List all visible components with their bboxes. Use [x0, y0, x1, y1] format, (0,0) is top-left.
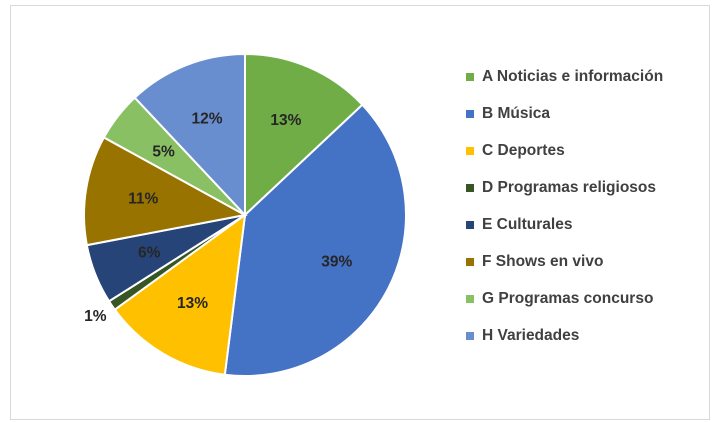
legend-label: D Programas religiosos: [482, 178, 657, 196]
pie-slices: [83, 52, 407, 377]
data-label-g: 5%: [152, 143, 175, 160]
data-label-f: 11%: [128, 190, 158, 207]
data-label-e: 6%: [138, 244, 161, 261]
legend-swatch: [466, 109, 474, 118]
data-label-d: 1%: [84, 308, 107, 325]
legend: A Noticias e información B Música C Deport…: [466, 58, 663, 354]
legend-swatch: [466, 294, 474, 303]
legend-item-a: A Noticias e información: [466, 58, 663, 95]
legend-item-c: C Deportes: [466, 132, 663, 169]
data-label-c: 13%: [177, 295, 208, 312]
legend-label: H Variedades: [482, 326, 580, 344]
pie-slice-labels: 13% 39% 13% 1% 6% 11% 5% 12%: [84, 111, 352, 326]
legend-label: B Música: [482, 104, 551, 122]
legend-swatch: [466, 331, 474, 340]
pie-slice-c: [113, 212, 247, 376]
legend-item-b: B Música: [466, 95, 663, 132]
legend-item-g: G Programas concurso: [466, 280, 663, 317]
pie-slice-a: [244, 52, 364, 218]
legend-item-d: D Programas religiosos: [466, 169, 663, 206]
data-label-b: 39%: [321, 253, 352, 270]
data-label-h: 12%: [192, 111, 223, 128]
chart-frame: [10, 5, 710, 420]
legend-label: E Culturales: [482, 215, 573, 233]
legend-item-e: E Culturales: [466, 206, 663, 243]
legend-label: F Shows en vivo: [482, 252, 604, 270]
legend-item-h: H Variedades: [466, 317, 663, 354]
legend-swatch: [466, 220, 474, 229]
pie-slice-b: [223, 103, 407, 377]
data-label-a: 13%: [270, 112, 301, 129]
legend-label: A Noticias e información: [482, 67, 664, 85]
legend-swatch: [466, 146, 474, 155]
legend-swatch: [466, 72, 474, 81]
legend-label: G Programas concurso: [482, 289, 654, 307]
legend-label: C Deportes: [482, 141, 565, 159]
legend-swatch: [466, 257, 474, 266]
legend-swatch: [466, 183, 474, 192]
legend-item-f: F Shows en vivo: [466, 243, 663, 280]
pie-slice-f: [83, 136, 248, 247]
pie-slice-h: [133, 52, 246, 218]
